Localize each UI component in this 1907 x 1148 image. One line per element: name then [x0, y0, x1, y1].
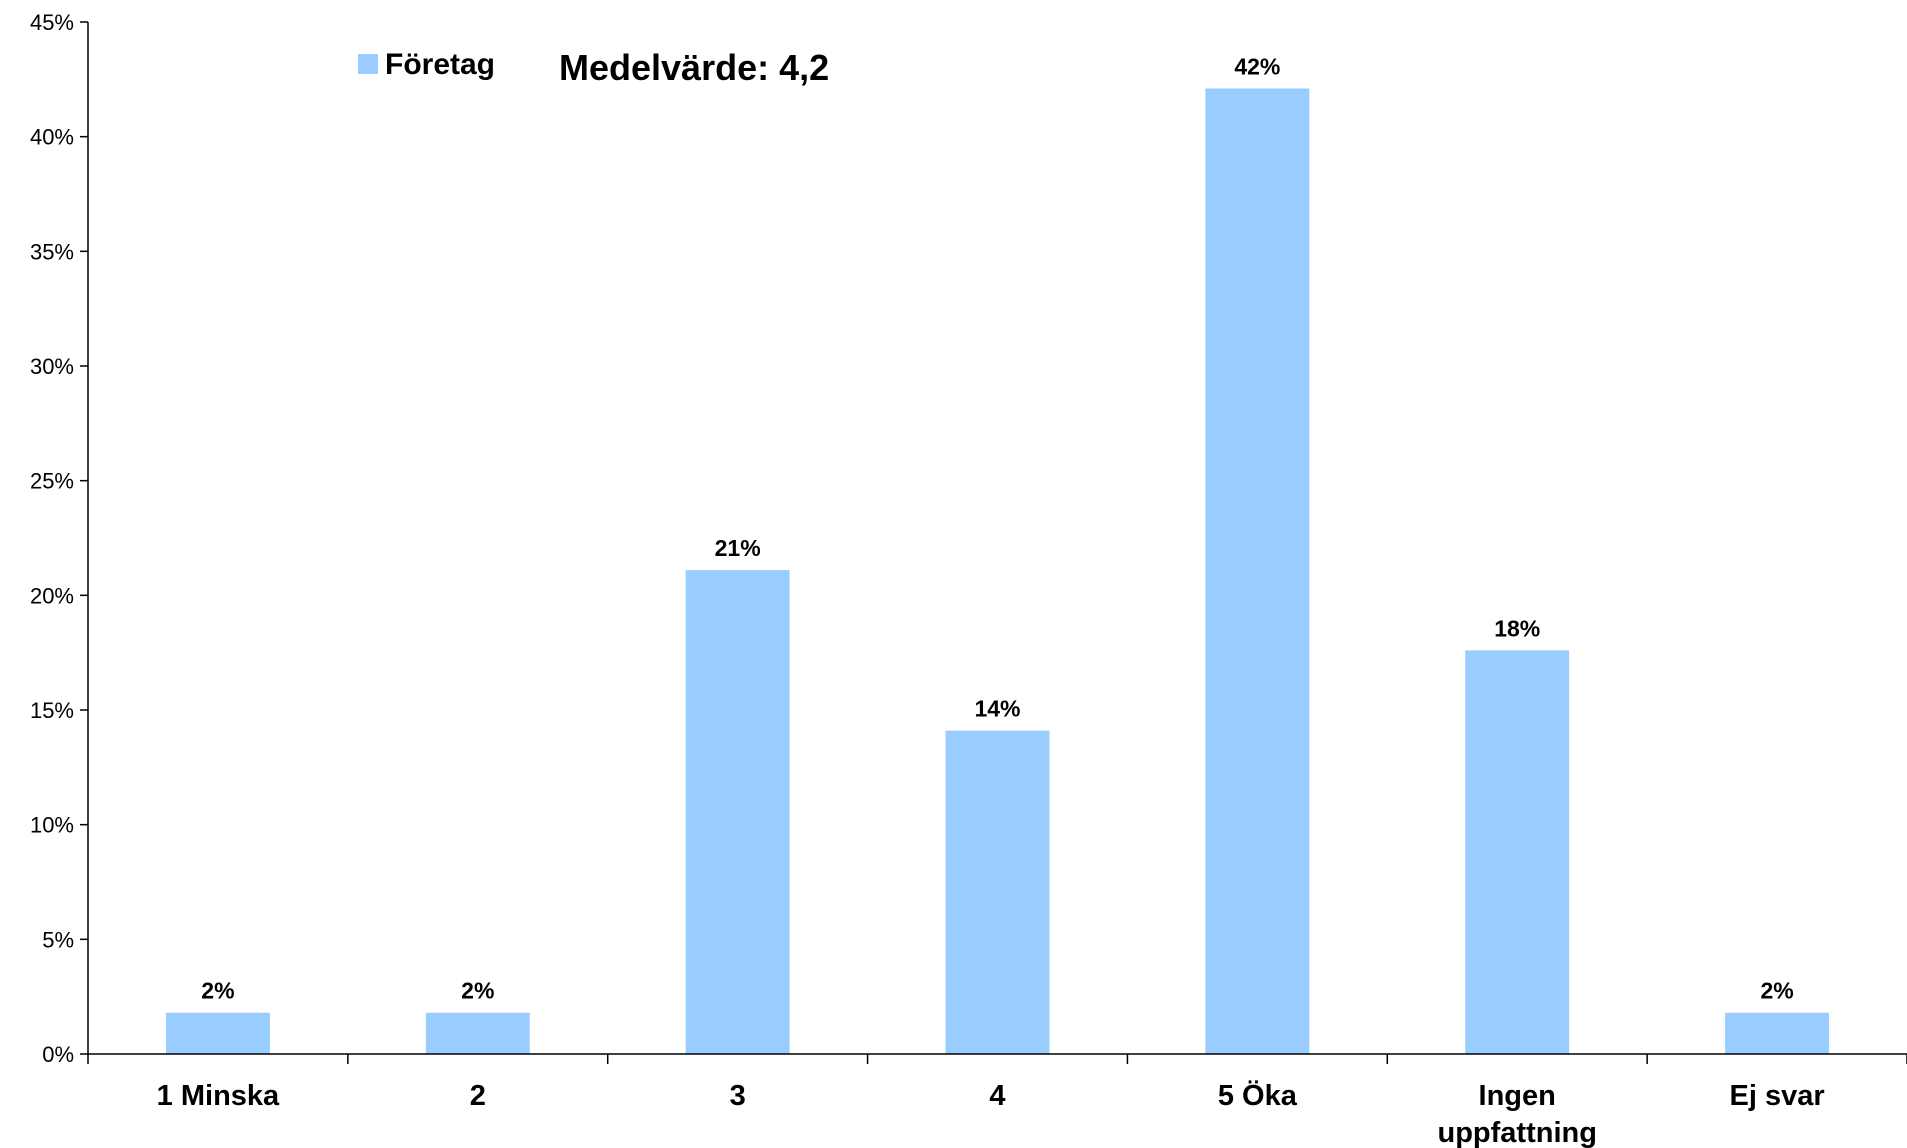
y-tick-label: 15% [30, 698, 74, 723]
bar [945, 730, 1050, 1054]
bar [685, 570, 790, 1054]
mean-value-annotation: Medelvärde: 4,2 [559, 47, 829, 88]
y-tick-label: 0% [42, 1042, 74, 1067]
bar [165, 1012, 270, 1054]
y-tick-label: 10% [30, 813, 74, 838]
category-label: Ej svar [1730, 1080, 1825, 1112]
data-label: 21% [715, 535, 761, 561]
bar [1205, 88, 1310, 1055]
category-label: 4 [989, 1080, 1005, 1112]
category-label: Ingen [1479, 1080, 1556, 1112]
y-tick-label: 25% [30, 469, 74, 494]
bar [1725, 1012, 1830, 1054]
data-label: 2% [1760, 978, 1793, 1004]
category-label: 3 [730, 1080, 746, 1112]
category-labels: 1 Minska 2 3 4 5 Öka Ingen uppfattning Ej svar [157, 1079, 1825, 1148]
y-tick-label: 35% [30, 239, 74, 264]
y-tick-label: 40% [30, 125, 74, 150]
data-labels: 2% 2% 21% 14% 42% 18% 2% [201, 54, 1793, 1004]
bars [165, 88, 1830, 1055]
data-label: 42% [1234, 54, 1280, 80]
legend: Företag [358, 48, 495, 81]
x-axis-ticks [87, 1054, 1907, 1064]
legend-swatch-foretag [358, 54, 378, 74]
legend-label-foretag: Företag [385, 48, 495, 81]
category-label: uppfattning [1437, 1117, 1596, 1148]
y-axis-ticks: 0% 5% 10% 15% 20% 25% 30% 35% 40% 45% [30, 10, 88, 1067]
bar [425, 1012, 530, 1054]
category-label: 5 Öka [1218, 1079, 1298, 1112]
y-tick-label: 5% [42, 927, 74, 952]
y-tick-label: 20% [30, 583, 74, 608]
data-label: 2% [461, 978, 494, 1004]
category-label: 2 [470, 1080, 486, 1112]
bar [1465, 650, 1570, 1054]
y-tick-label: 30% [30, 354, 74, 379]
category-label: 1 Minska [157, 1080, 280, 1112]
y-tick-label: 45% [30, 10, 74, 35]
data-label: 18% [1494, 615, 1540, 641]
data-label: 2% [201, 978, 234, 1004]
data-label: 14% [974, 696, 1020, 722]
